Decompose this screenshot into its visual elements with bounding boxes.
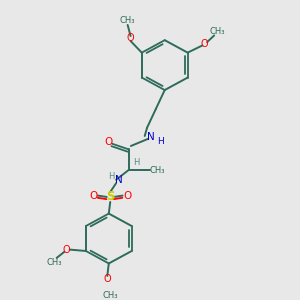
Text: O: O [103, 274, 111, 284]
Text: S: S [106, 190, 115, 203]
Text: O: O [127, 33, 134, 43]
Text: O: O [89, 190, 98, 201]
Text: H: H [134, 158, 140, 167]
Text: CH₃: CH₃ [120, 16, 135, 25]
Text: N: N [115, 175, 122, 185]
Text: N: N [147, 132, 154, 142]
Text: H: H [158, 137, 164, 146]
Text: H: H [108, 172, 114, 181]
Text: O: O [123, 190, 131, 201]
Text: CH₃: CH₃ [150, 166, 165, 175]
Text: O: O [201, 39, 208, 49]
Text: CH₃: CH₃ [209, 26, 225, 35]
Text: CH₃: CH₃ [103, 291, 118, 300]
Text: O: O [62, 244, 70, 255]
Text: O: O [105, 137, 113, 147]
Text: CH₃: CH₃ [46, 258, 62, 267]
